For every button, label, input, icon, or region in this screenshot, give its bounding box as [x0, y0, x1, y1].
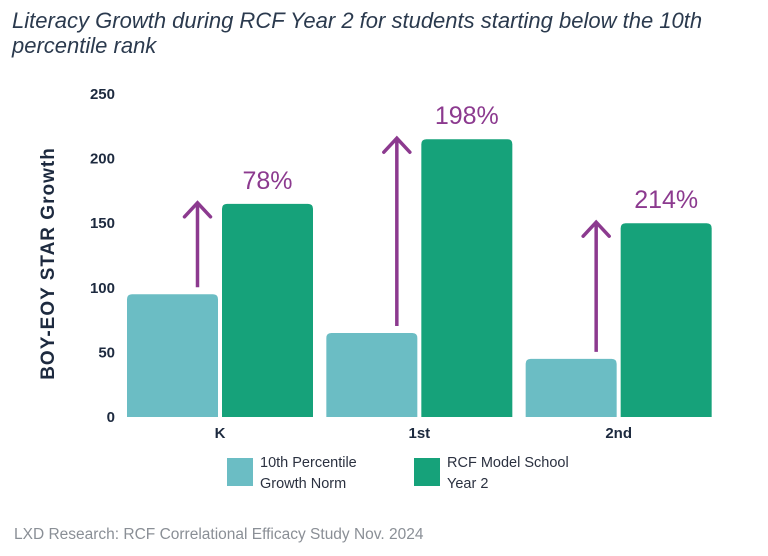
legend-label: 10th Percentile	[260, 455, 357, 471]
chart-title: Literacy Growth during RCF Year 2 for st…	[12, 8, 703, 58]
bar-10th-percentile-growth-norm-2nd	[525, 358, 617, 417]
bar-rcf-model-school-year-2-2nd	[620, 223, 712, 417]
growth-arrowhead-k	[182, 200, 213, 219]
bar-chart: 0 50 100 150 200 250 BOY-EOY STAR Growth 78% 1…	[38, 86, 712, 492]
growth-percent-label: 198%	[435, 102, 499, 130]
y-tick-label: 0	[107, 409, 115, 426]
source-note: LXD Research: RCF Correlational Efficacy…	[14, 526, 424, 543]
growth-arrowhead-1st	[382, 135, 412, 154]
legend-label: Year 2	[447, 476, 488, 492]
y-tick-label: 250	[90, 86, 115, 103]
growth-arrows-group: 78% 198% 214%	[182, 102, 698, 352]
y-tick-label: 100	[90, 280, 115, 297]
bar-10th-percentile-growth-norm-1st	[326, 333, 418, 417]
legend-label: Growth Norm	[260, 476, 346, 492]
bar-rcf-model-school-year-2-1st	[421, 139, 513, 417]
bars-group	[127, 139, 712, 417]
legend-swatch-rcf-model-school-year-2	[414, 458, 440, 486]
bar-rcf-model-school-year-2-k	[222, 203, 313, 417]
growth-percent-label: 214%	[634, 186, 698, 214]
growth-percent-label: 78%	[242, 167, 292, 195]
y-tick-label: 50	[98, 344, 115, 361]
x-tick-label: 2nd	[605, 425, 632, 442]
x-axis-labels: K 1st 2nd	[215, 425, 632, 442]
x-tick-label: 1st	[408, 425, 430, 442]
legend-label: RCF Model School	[447, 455, 569, 471]
y-axis: 0 50 100 150 200 250	[90, 86, 115, 426]
legend: 10th Percentile Growth Norm RCF Model Scho…	[227, 455, 569, 492]
x-tick-label: K	[215, 425, 226, 442]
y-tick-label: 150	[90, 215, 115, 232]
y-tick-label: 200	[90, 151, 115, 168]
y-axis-title: BOY-EOY STAR Growth	[38, 147, 59, 380]
legend-swatch-10th-percentile-growth-norm	[227, 458, 253, 486]
growth-arrowhead-2nd	[581, 219, 611, 238]
bar-10th-percentile-growth-norm-k	[127, 294, 218, 417]
